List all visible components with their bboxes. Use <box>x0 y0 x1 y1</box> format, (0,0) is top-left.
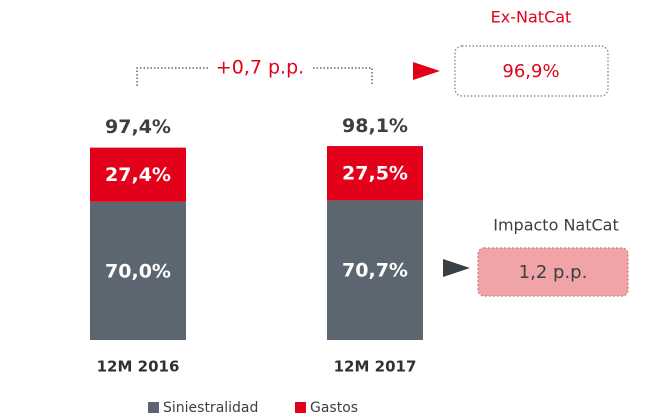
bar-segment <box>327 146 423 201</box>
value-label: 27,4% <box>105 164 171 186</box>
bracket-left <box>136 67 208 86</box>
x-tick-label: 12M 2016 <box>97 358 180 376</box>
total-label: 98,1% <box>342 115 408 137</box>
bar-segment <box>327 200 423 340</box>
impact-box <box>477 247 629 297</box>
value-label: 70,7% <box>342 260 408 282</box>
arrow <box>443 259 470 277</box>
total-label: 97,4% <box>105 116 171 138</box>
legend-swatch <box>295 402 306 413</box>
value-label: 70,0% <box>105 260 171 282</box>
bracket-right <box>313 67 373 86</box>
difference-label: +0,7 p.p. <box>216 57 304 79</box>
arrow <box>413 62 440 80</box>
impact-value: 1,2 p.p. <box>519 262 588 283</box>
impact-title: Impacto NatCat <box>493 216 619 235</box>
ex-natcat-box <box>454 45 609 97</box>
x-tick-label: 12M 2017 <box>334 358 417 376</box>
ex-natcat-title: Ex-NatCat <box>491 8 572 27</box>
ex-natcat-value: 96,9% <box>502 61 559 82</box>
bar-segment <box>90 201 186 340</box>
legend-swatch <box>148 402 159 413</box>
value-label: 27,5% <box>342 163 408 185</box>
legend-label: Gastos <box>310 400 358 416</box>
bar-segment <box>90 147 186 202</box>
legend-label: Siniestralidad <box>163 400 258 416</box>
